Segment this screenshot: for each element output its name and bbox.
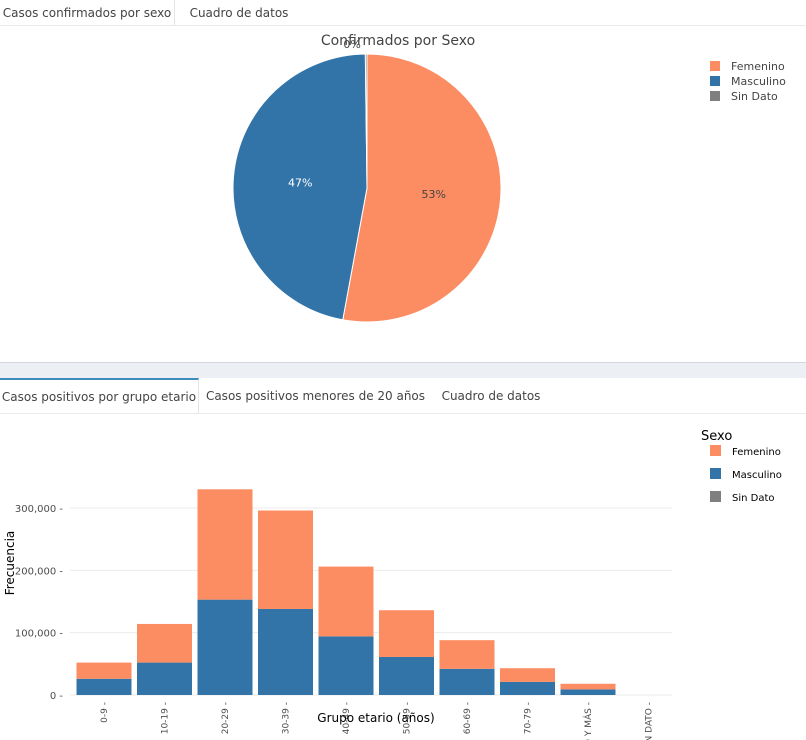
bar-femenino-40-49[interactable] bbox=[318, 566, 374, 637]
bar-x-tick-label: 50-59 - bbox=[403, 702, 413, 734]
tab-casos-positivos-menores-20[interactable]: Casos positivos menores de 20 años bbox=[205, 388, 426, 403]
bar-legend-title: Sexo bbox=[701, 429, 732, 444]
panel-divider bbox=[0, 362, 806, 378]
sex-panel: Casos confirmados por sexo Cuadro de dat… bbox=[0, 0, 806, 362]
bar-x-tick-label: 40-49 - bbox=[342, 702, 352, 734]
bar-masculino-60-69[interactable] bbox=[439, 668, 495, 695]
bar-femenino-80-y-más[interactable] bbox=[560, 683, 616, 690]
bar-y-tick-label: 300,000 - bbox=[15, 504, 64, 515]
bar-masculino-0-9[interactable] bbox=[76, 678, 132, 695]
pie-legend-label-masculino[interactable]: Masculino bbox=[731, 75, 786, 88]
bar-x-tick-label: SIN DATO - bbox=[645, 702, 655, 740]
pie-slice-label-femenino: 53% bbox=[421, 188, 445, 201]
bar-masculino-30-39[interactable] bbox=[258, 608, 313, 695]
bar-masculino-70-79[interactable] bbox=[500, 681, 555, 695]
bar-x-axis-label: Grupo etario (años) bbox=[317, 711, 434, 725]
bar-femenino-50-59[interactable] bbox=[379, 610, 434, 657]
bar-x-tick-label: 60-69 - bbox=[463, 702, 473, 734]
bar-x-tick-label: 70-79 - bbox=[524, 702, 534, 734]
bar-x-tick-label: 10-19 - bbox=[161, 702, 171, 734]
bar-y-axis-label: Frecuencia bbox=[3, 531, 17, 596]
pie-slice-femenino[interactable] bbox=[342, 53, 502, 323]
pie-legend-swatch-femenino[interactable] bbox=[710, 61, 720, 71]
tab-cuadro-de-datos-top[interactable]: Cuadro de datos bbox=[189, 5, 289, 20]
bar-y-tick-label: 100,000 - bbox=[15, 629, 64, 640]
tab-cuadro-de-datos-bottom[interactable]: Cuadro de datos bbox=[441, 388, 541, 403]
bar-masculino-50-59[interactable] bbox=[379, 656, 434, 695]
bar-legend-label-sin-dato[interactable]: Sin Dato bbox=[732, 493, 775, 504]
bar-x-tick-label: 0-9 - bbox=[100, 702, 110, 723]
bar-femenino-20-29[interactable] bbox=[197, 489, 253, 600]
bar-masculino-40-49[interactable] bbox=[318, 636, 374, 695]
bar-x-tick-label: 80 Y MÁS - bbox=[582, 702, 594, 740]
bar-masculino-20-29[interactable] bbox=[197, 599, 253, 695]
bar-masculino-10-19[interactable] bbox=[137, 662, 192, 695]
pie-slice-sin-dato[interactable] bbox=[364, 53, 368, 189]
pie-chart-title: Confirmados por Sexo bbox=[321, 33, 475, 49]
bar-femenino-70-79[interactable] bbox=[500, 668, 555, 682]
sex-panel-tabs: Casos confirmados por sexo Cuadro de dat… bbox=[0, 0, 806, 26]
bar-x-tick-label: 30-39 - bbox=[282, 702, 292, 734]
pie-legend-swatch-sin-dato[interactable] bbox=[710, 91, 720, 101]
bar-femenino-0-9[interactable] bbox=[76, 662, 132, 679]
bar-chart: 0 - 100,000 - 200,000 - 300,000 - 0-9 - 10-1… bbox=[3, 429, 782, 740]
bar-legend-swatch-sin-dato[interactable] bbox=[710, 491, 721, 502]
bar-masculino-80-y-más[interactable] bbox=[560, 689, 616, 695]
bar-femenino-60-69[interactable] bbox=[439, 640, 495, 669]
tab-casos-positivos-por-grupo-etario[interactable]: Casos positivos por grupo etario bbox=[0, 378, 199, 413]
bar-femenino-30-39[interactable] bbox=[258, 510, 313, 609]
pie-slice-label-sin-dato: 0% bbox=[343, 38, 360, 51]
bar-femenino-10-19[interactable] bbox=[137, 623, 192, 663]
bar-y-tick-label: 0 - bbox=[50, 691, 64, 702]
age-panel: Casos positivos por grupo etario Casos p… bbox=[0, 378, 806, 740]
bar-legend-label-masculino[interactable]: Masculino bbox=[732, 470, 782, 481]
pie-chart: Confirmados por Sexo 53% 47% 0% Femenino Ma… bbox=[232, 33, 786, 323]
pie-slice-label-masculino: 47% bbox=[288, 176, 312, 189]
bar-legend-swatch-femenino[interactable] bbox=[710, 445, 721, 456]
tab-casos-confirmados-por-sexo[interactable]: Casos confirmados por sexo bbox=[0, 0, 175, 25]
bar-y-tick-label: 200,000 - bbox=[15, 566, 64, 577]
pie-slice-masculino[interactable] bbox=[232, 53, 368, 321]
pie-legend-swatch-masculino[interactable] bbox=[710, 76, 720, 86]
bar-legend-label-femenino[interactable]: Femenino bbox=[732, 447, 781, 458]
bar-legend-swatch-masculino[interactable] bbox=[710, 468, 721, 479]
pie-legend-label-sin-dato[interactable]: Sin Dato bbox=[731, 90, 778, 103]
age-panel-tabs: Casos positivos por grupo etario Casos p… bbox=[0, 378, 806, 414]
pie-legend-label-femenino[interactable]: Femenino bbox=[731, 60, 785, 73]
bar-x-tick-label: 20-29 - bbox=[221, 702, 231, 734]
